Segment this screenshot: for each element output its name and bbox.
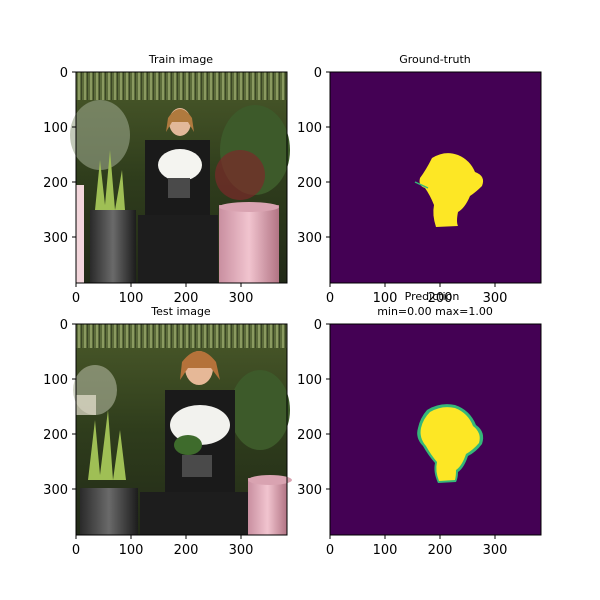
panel-title: Test image — [150, 305, 211, 318]
y-tick-label: 100 — [43, 373, 68, 388]
mask-foreground — [419, 153, 484, 227]
x-tick-label: 300 — [229, 291, 254, 306]
x-axis-ticks: 0 100 200 300 — [326, 283, 508, 306]
train-photo — [70, 72, 290, 283]
x-tick-label: 100 — [373, 291, 398, 306]
y-tick-label: 200 — [297, 428, 322, 443]
x-tick-label: 0 — [72, 291, 80, 306]
y-tick-label: 200 — [297, 176, 322, 191]
panel-prediction: Prediction min=0.00 max=1.00 0 100 200 3… — [297, 290, 542, 558]
y-tick-label: 100 — [297, 121, 322, 136]
y-tick-label: 0 — [60, 66, 68, 81]
y-tick-label: 300 — [297, 231, 322, 246]
x-tick-label: 200 — [428, 543, 453, 558]
panel-subtitle: min=0.00 max=1.00 — [377, 305, 493, 318]
x-tick-label: 200 — [174, 291, 199, 306]
y-tick-label: 100 — [297, 373, 322, 388]
y-tick-label: 0 — [60, 318, 68, 333]
y-axis-ticks: 0 100 200 300 — [297, 66, 330, 246]
mask-edge — [414, 181, 429, 189]
panel-title: Prediction — [405, 290, 460, 303]
panel-title: Ground-truth — [399, 53, 471, 66]
x-tick-label: 0 — [326, 543, 334, 558]
y-tick-label: 300 — [297, 483, 322, 498]
x-tick-label: 300 — [483, 291, 508, 306]
prediction-foreground — [420, 407, 480, 481]
x-tick-label: 300 — [483, 543, 508, 558]
y-tick-label: 200 — [43, 428, 68, 443]
panel-title: Train image — [148, 53, 213, 66]
x-axis-ticks: 0 100 200 300 — [72, 283, 254, 306]
x-axis-ticks: 0 100 200 300 — [326, 535, 508, 558]
x-tick-label: 100 — [119, 291, 144, 306]
y-tick-label: 300 — [43, 483, 68, 498]
x-tick-label: 200 — [174, 543, 199, 558]
y-tick-label: 0 — [314, 66, 322, 81]
y-axis-ticks: 0 100 200 300 — [297, 318, 330, 498]
x-tick-label: 0 — [326, 291, 334, 306]
y-axis-ticks: 0 100 200 300 — [43, 66, 76, 246]
x-tick-label: 200 — [428, 291, 453, 306]
y-tick-label: 100 — [43, 121, 68, 136]
y-axis-ticks: 0 100 200 300 — [43, 318, 76, 498]
x-tick-label: 100 — [119, 543, 144, 558]
panel-train-image: Train image 0 100 200 — [43, 53, 290, 306]
x-tick-label: 100 — [373, 543, 398, 558]
panel-test-image: Test image 0 100 200 — [43, 305, 292, 558]
y-tick-label: 200 — [43, 176, 68, 191]
test-photo — [73, 324, 292, 535]
x-tick-label: 300 — [229, 543, 254, 558]
panel-ground-truth: Ground-truth 0 100 200 300 0 100 200 300 — [297, 53, 542, 306]
x-axis-ticks: 0 100 200 300 — [72, 535, 254, 558]
x-tick-label: 0 — [72, 543, 80, 558]
y-tick-label: 0 — [314, 318, 322, 333]
y-tick-label: 300 — [43, 231, 68, 246]
